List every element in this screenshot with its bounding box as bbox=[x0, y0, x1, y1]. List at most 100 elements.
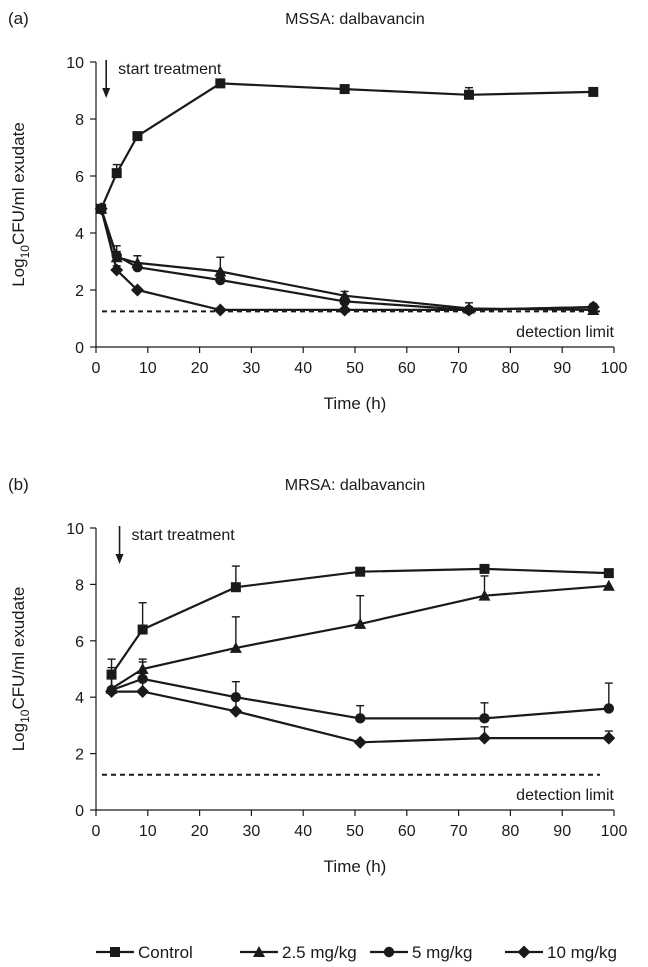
panel-b-point-2-5-mg-kg bbox=[229, 641, 242, 653]
panel-b-point-10-mg-kg bbox=[229, 704, 243, 718]
panel-a-point-control bbox=[132, 131, 143, 142]
panel-b-point-2-5-mg-kg bbox=[354, 617, 367, 629]
panel-b-x-tick-label: 70 bbox=[450, 823, 468, 840]
panel-a-y-axis-label-main: Log bbox=[9, 258, 28, 286]
panel-b-x-tick-label: 100 bbox=[601, 823, 628, 840]
panel-a-x-axis-label: Time (h) bbox=[324, 394, 387, 413]
panel-b-series-10-mg-kg bbox=[105, 680, 616, 749]
panel-b-y-tick-label: 8 bbox=[75, 577, 84, 594]
panel-a-x-tick-label: 90 bbox=[553, 360, 571, 377]
panel-b-y-tick-label: 2 bbox=[75, 747, 84, 764]
panel-b-series-line-5-mg-kg bbox=[111, 677, 609, 720]
panel-a-y-axis-label-sub: 10 bbox=[18, 245, 32, 259]
legend-marker-diamond bbox=[517, 945, 531, 959]
panel-a-point-5-mg-kg bbox=[132, 262, 143, 273]
panel-a-title: MSSA: dalbavancin bbox=[285, 11, 425, 28]
legend-label: 10 mg/kg bbox=[547, 943, 617, 962]
panel-b-point-5-mg-kg bbox=[479, 713, 490, 724]
panel-b-point-2-5-mg-kg bbox=[602, 579, 615, 591]
panel-a-point-10-mg-kg bbox=[586, 300, 600, 314]
panel-b-x-tick-label: 20 bbox=[191, 823, 209, 840]
panel-b-x-tick-label: 50 bbox=[346, 823, 364, 840]
panel-a-y-tick-label: 2 bbox=[75, 283, 84, 300]
panel-a-series-control bbox=[96, 78, 599, 214]
panel-b-point-10-mg-kg bbox=[353, 735, 367, 749]
panel-b-point-control bbox=[137, 624, 148, 635]
panel-a-point-10-mg-kg bbox=[110, 263, 124, 277]
panel-b-y-axis-label-sub: 10 bbox=[18, 709, 32, 723]
panel-a-y-tick-label: 4 bbox=[75, 226, 84, 243]
panel-b-series-2-5-mg-kg bbox=[105, 575, 615, 694]
panel-b-point-5-mg-kg bbox=[354, 713, 366, 724]
panel-b-y-tick-label: 10 bbox=[66, 521, 84, 538]
panel-b-y-axis-label-main: Log bbox=[9, 723, 28, 751]
legend-label: 5 mg/kg bbox=[412, 943, 472, 962]
panel-b-point-control bbox=[603, 568, 614, 579]
panel-b-y-axis-label: Log10CFU/ml exudate bbox=[9, 587, 32, 752]
panel-a-x-tick-label: 30 bbox=[243, 360, 261, 377]
panel-b-treatment-label: start treatment bbox=[132, 527, 236, 544]
panel-a-y-axis-label-rest: CFU/ml exudate bbox=[9, 122, 28, 245]
panel-a-series-10-mg-kg bbox=[94, 202, 600, 317]
panel-b-label: (b) bbox=[8, 475, 29, 494]
panel-a-label: (a) bbox=[8, 9, 29, 28]
panel-a-y-axis-label: Log10CFU/ml exudate bbox=[9, 122, 32, 287]
panel-b-y-tick-label: 4 bbox=[75, 690, 84, 707]
panel-a-point-control bbox=[111, 168, 122, 179]
panel-a-point-10-mg-kg bbox=[94, 202, 108, 216]
legend: Control 2.5 mg/kg 5 mg/kg 10 mg/kg bbox=[96, 943, 617, 962]
panel-a-x-tick-label: 10 bbox=[139, 360, 157, 377]
panel-b-point-10-mg-kg bbox=[478, 731, 491, 745]
panel-a-point-10-mg-kg bbox=[213, 303, 227, 317]
panel-a-y-tick-label: 0 bbox=[75, 340, 84, 357]
panel-b-point-control bbox=[479, 563, 490, 574]
panel-b-x-tick-label: 40 bbox=[294, 823, 312, 840]
panel-b-point-10-mg-kg bbox=[602, 731, 616, 745]
panel-b-y-tick-label: 6 bbox=[75, 634, 84, 651]
panel-a-x-tick-label: 70 bbox=[450, 360, 468, 377]
panel-a-point-10-mg-kg bbox=[462, 303, 476, 317]
panel-a-point-10-mg-kg bbox=[338, 303, 352, 317]
panel-b-x-tick-label: 80 bbox=[502, 823, 520, 840]
panel-a-detection-limit-label: detection limit bbox=[516, 324, 614, 341]
panel-b-x-tick-label: 60 bbox=[398, 823, 416, 840]
legend-marker-square bbox=[110, 947, 120, 957]
panel-b-series-5-mg-kg bbox=[106, 661, 615, 724]
legend-marker-circle bbox=[383, 946, 395, 958]
panel-a-point-5-mg-kg bbox=[339, 296, 350, 307]
panel-a-x-tick-label: 100 bbox=[601, 360, 628, 377]
legend-label: 2.5 mg/kg bbox=[282, 943, 357, 962]
panel-a-treatment-arrow-head bbox=[102, 88, 111, 98]
panel-a-x-tick-label: 40 bbox=[294, 360, 312, 377]
panel-b-y-axis-label-rest: CFU/ml exudate bbox=[9, 587, 28, 710]
panel-b-series-line-control bbox=[110, 567, 609, 676]
panel-b-point-control bbox=[230, 582, 241, 593]
panel-b-point-10-mg-kg bbox=[105, 685, 119, 699]
panel-a-point-5-mg-kg bbox=[215, 274, 226, 286]
panel-a-point-control bbox=[588, 86, 599, 97]
panel-a-point-control bbox=[463, 89, 474, 100]
panel-a-x-tick-label: 50 bbox=[346, 360, 364, 377]
panel-b-y-tick-label: 0 bbox=[75, 803, 84, 820]
panel-a-point-control bbox=[339, 84, 350, 95]
panel-b-series-line-2-5-mg-kg bbox=[110, 584, 609, 690]
panel-b-title: MRSA: dalbavancin bbox=[285, 477, 426, 494]
panel-a-x-tick-label: 0 bbox=[92, 360, 101, 377]
panel-a-x-tick-label: 80 bbox=[502, 360, 520, 377]
panel-b-x-tick-label: 0 bbox=[92, 823, 101, 840]
legend-marker-triangle bbox=[253, 946, 265, 957]
panel-b-point-control bbox=[355, 566, 366, 577]
panel-a-treatment-label: start treatment bbox=[118, 61, 222, 78]
panel-b-x-tick-label: 10 bbox=[139, 823, 157, 840]
panel-a-point-10-mg-kg bbox=[130, 283, 144, 297]
panel-b-treatment-arrow-head bbox=[115, 554, 124, 564]
panel-b-x-axis-label: Time (h) bbox=[324, 857, 387, 876]
panel-a-y-tick-label: 10 bbox=[66, 55, 84, 72]
panel-b-point-10-mg-kg bbox=[136, 685, 150, 699]
panel-a-series-line-control bbox=[100, 82, 594, 210]
panel-a-x-tick-label: 60 bbox=[398, 360, 416, 377]
panel-a-point-control bbox=[215, 78, 226, 89]
